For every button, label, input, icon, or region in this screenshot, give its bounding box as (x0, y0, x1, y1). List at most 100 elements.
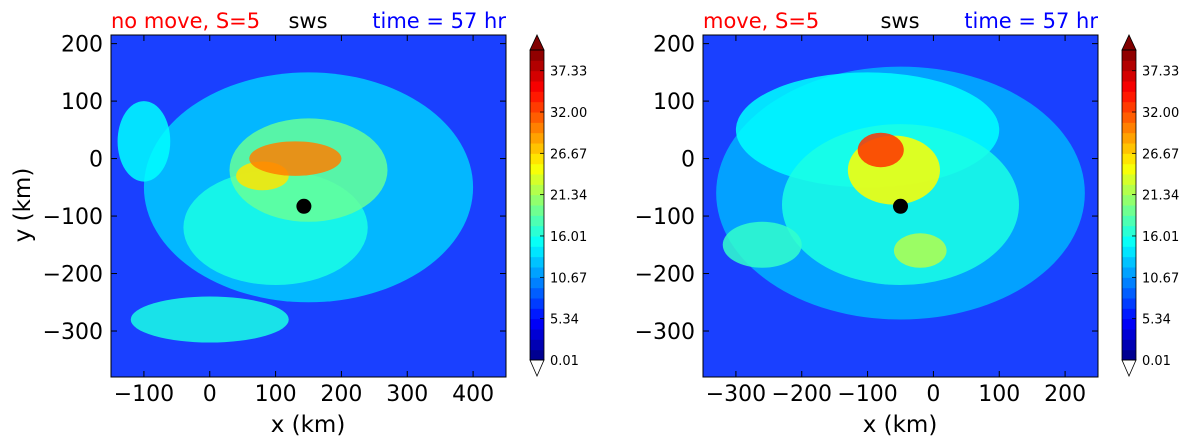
y-tick-label: 200 (653, 33, 695, 58)
x-axis-label: x (km) (271, 412, 346, 438)
colorbar-segment (530, 318, 544, 330)
colorbar-segment (530, 91, 544, 103)
field-contour (857, 132, 904, 168)
colorbar-segment (530, 298, 544, 309)
x-tick-label: 100 (255, 382, 297, 407)
colorbar-segment (530, 246, 544, 258)
colorbar-segment (1122, 194, 1136, 206)
colorbar-segment (1122, 267, 1136, 278)
colorbar-segment (530, 194, 544, 206)
field-contour (117, 101, 171, 182)
x-tick-label: −100 (114, 382, 174, 407)
y-tick-label: 100 (653, 90, 695, 115)
colorbar-segment (530, 122, 544, 134)
contour-field (117, 72, 474, 343)
x-tick-label: 0 (203, 382, 217, 407)
colorbar-tick-label: 21.34 (550, 189, 587, 204)
colorbar-segment (530, 329, 544, 340)
colorbar-segment (1122, 132, 1136, 144)
colorbar-segment (1122, 60, 1136, 72)
field-contour (130, 296, 289, 343)
colorbar-segment (530, 287, 544, 299)
colorbar-segment (530, 81, 544, 92)
colorbar-segment (530, 70, 544, 82)
colorbar-segment (1122, 246, 1136, 258)
colorbar-segment (1122, 349, 1136, 361)
x-tick-label: 200 (320, 382, 362, 407)
colorbar-segment (1122, 143, 1136, 154)
colorbar-tick-label: 21.34 (1142, 189, 1179, 204)
x-tick-label: 100 (978, 382, 1020, 407)
colorbar-segment (530, 50, 544, 61)
x-tick-label: −100 (837, 382, 897, 407)
colorbar-tick-label: 5.34 (550, 313, 579, 328)
y-tick-label: 200 (61, 33, 103, 58)
x-tick-label: 400 (452, 382, 494, 407)
colorbar-segment (530, 236, 544, 247)
plot-frame (702, 34, 1099, 378)
title-left: move, S=5 (703, 9, 819, 33)
storm-center-marker (893, 198, 908, 214)
colorbar-tick-label: 10.67 (1142, 271, 1179, 286)
colorbar-segment (1122, 308, 1136, 320)
colorbar-frame (529, 49, 545, 361)
y-tick-label: 0 (89, 148, 103, 173)
y-tick-label: −200 (43, 263, 103, 288)
title-right: time = 57 hr (964, 9, 1098, 33)
colorbar-tick-label: 16.01 (1142, 230, 1179, 245)
colorbar-max-extension (1121, 34, 1137, 51)
x-axis-label: x (km) (863, 412, 938, 438)
colorbar-segment (1122, 318, 1136, 330)
colorbar-segment (530, 256, 544, 268)
colorbar-segment (1122, 91, 1136, 103)
colorbar-segment (1122, 153, 1136, 165)
colorbar-segment (1122, 215, 1136, 227)
colorbar-segment (1122, 81, 1136, 92)
colorbar-segment (530, 101, 544, 113)
x-tick-label: 0 (926, 382, 940, 407)
y-axis-label: y (km) (10, 168, 36, 243)
colorbar-segment (530, 174, 544, 185)
y-tick-label: −100 (43, 205, 103, 230)
field-contour (722, 221, 802, 268)
colorbar-segment (1122, 277, 1136, 289)
colorbar: 0.01 5.34 10.67 16.01 21.34 26.67 32.00 37.33 (1121, 34, 1179, 377)
colorbar-tick-label: 16.01 (550, 230, 587, 245)
colorbar-tick-label: 0.01 (550, 354, 579, 369)
colorbar-segment (530, 225, 544, 237)
y-tick-label: −300 (43, 320, 103, 345)
colorbar-segment (530, 267, 544, 278)
colorbar-tick-label: 5.34 (1142, 313, 1171, 328)
colorbar-segment (530, 308, 544, 320)
y-tick-label: 100 (61, 90, 103, 115)
colorbar-tick-label: 32.00 (550, 106, 587, 121)
contour-field (716, 66, 1085, 320)
colorbar-segment (530, 184, 544, 196)
title-mid: sws (880, 9, 919, 33)
colorbar-tick-label: 37.33 (550, 65, 587, 80)
title-right: time = 57 hr (372, 9, 506, 33)
colorbar-segment (530, 112, 544, 123)
colorbar-min-extension (1121, 359, 1137, 377)
x-tick-label: 200 (1044, 382, 1086, 407)
storm-center-marker (296, 198, 312, 214)
y-tick-label: 0 (681, 148, 695, 173)
colorbar: 0.01 5.34 10.67 16.01 21.34 26.67 32.00 37.33 (529, 34, 587, 377)
colorbar-tick-label: 32.00 (1142, 106, 1179, 121)
colorbar-segment (1122, 50, 1136, 61)
colorbar-segment (530, 60, 544, 72)
colorbar-segment (1122, 163, 1136, 175)
colorbar-segment (530, 163, 544, 175)
colorbar-segment (1122, 329, 1136, 340)
colorbar-segment (1122, 256, 1136, 268)
axis-ticks: −100 0 100 200 300 400 200 100 0 −100 −200 −300 (43, 33, 506, 407)
colorbar-segment (1122, 205, 1136, 216)
colorbar-segment (1122, 101, 1136, 113)
colorbar-segment (1122, 184, 1136, 196)
colorbar-tick-label: 37.33 (1142, 65, 1179, 80)
colorbar-segment (530, 339, 544, 351)
colorbar-segment (530, 132, 544, 144)
